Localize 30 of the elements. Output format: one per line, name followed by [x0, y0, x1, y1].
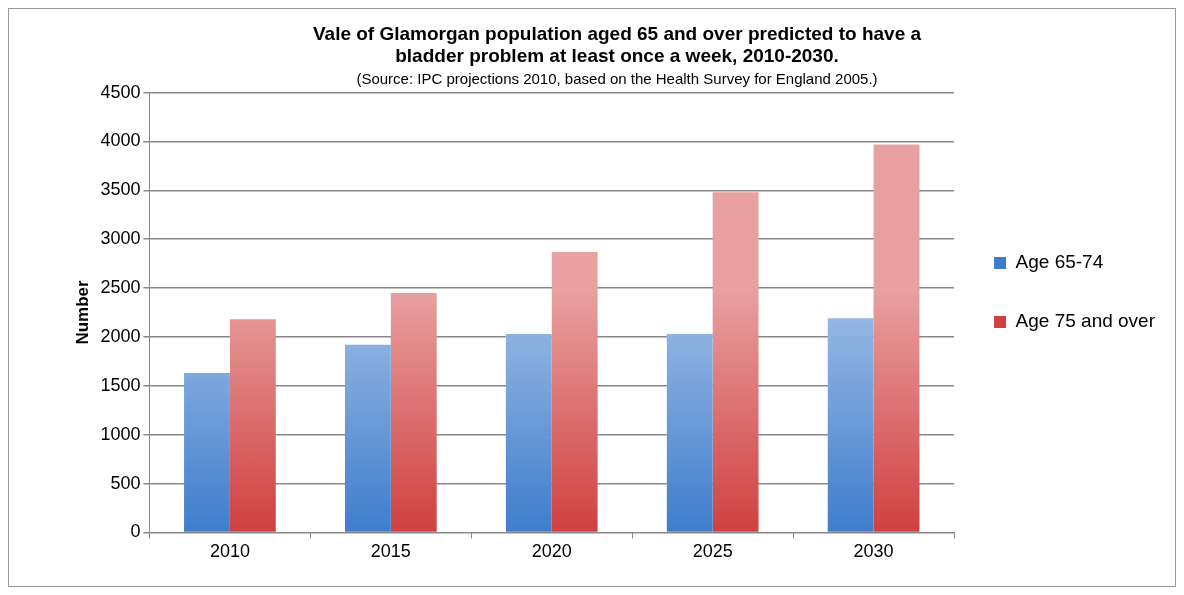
bar — [827, 318, 874, 532]
legend-label: Age 65-74 — [1015, 251, 1104, 273]
legend-label: Age 75 and over — [1015, 310, 1156, 332]
y-tick-label: 1000 — [100, 423, 141, 444]
y-tick-label: 3000 — [100, 228, 141, 249]
x-tick-label: 2015 — [370, 541, 411, 562]
bar — [551, 251, 598, 532]
x-tick-label: 2025 — [692, 541, 733, 562]
x-tick-label: 2010 — [209, 541, 250, 562]
text: (Source: IPC projections 2010, based on the Health Survey for England 2005.) — [356, 69, 878, 87]
y-tick-label: 3500 — [100, 179, 141, 200]
bar — [344, 344, 391, 532]
y-axis-title: Number — [72, 280, 92, 345]
bar — [505, 334, 552, 532]
y-tick-label: 500 — [110, 472, 141, 493]
bar — [184, 373, 230, 532]
bar — [712, 192, 759, 532]
y-tick-label: 4000 — [100, 130, 141, 151]
y-tick-label: 1500 — [100, 374, 141, 395]
y-tick-label: 0 — [130, 521, 141, 542]
y-tick-label: 2500 — [100, 277, 141, 298]
x-tick-label: 2020 — [531, 541, 572, 562]
y-tick-label: 2000 — [100, 325, 141, 346]
chart-title: Vale of Glamorgan population aged 65 and over predicted to have a bladder problem at least once a week, 2010-2030. — [312, 22, 922, 67]
bar — [666, 334, 713, 532]
bar — [390, 292, 437, 532]
y-tick-label: 4500 — [100, 81, 141, 102]
bar — [873, 144, 920, 532]
bar — [229, 319, 276, 532]
x-tick-label: 2030 — [853, 541, 894, 562]
